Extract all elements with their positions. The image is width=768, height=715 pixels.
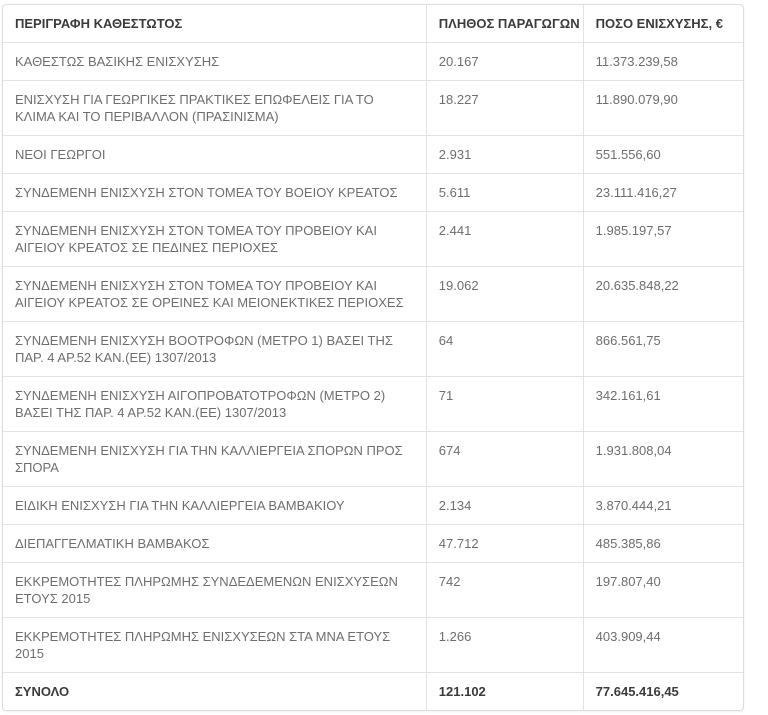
cell-producers-count: 2.134 xyxy=(425,486,584,525)
cell-description: ΣΥΝΔΕΜΕΝΗ ΕΝΙΣΧΥΣΗ ΑΙΓΟΠΡΟΒΑΤΟΤΡΟΦΩΝ (ΜΕ… xyxy=(3,376,427,432)
cell-aid-amount: 866.561,75 xyxy=(582,321,743,377)
cell-producers-count: 1.266 xyxy=(425,617,584,673)
cell-aid-amount: 197.807,40 xyxy=(582,562,743,618)
cell-producers-count: 742 xyxy=(425,562,584,618)
table-row: ΕΚΚΡΕΜΟΤΗΤΕΣ ΠΛΗΡΩΜΗΣ ΕΝΙΣΧΥΣΕΩΝ ΣΤΑ ΜΝΑ… xyxy=(3,617,743,673)
cell-producers-count: 64 xyxy=(425,321,584,377)
table-row: ΣΥΝΔΕΜΕΝΗ ΕΝΙΣΧΥΣΗ ΣΤΟΝ ΤΟΜΕΑ ΤΟΥ ΠΡΟΒΕΙ… xyxy=(3,266,743,322)
column-header-aid-amount: ΠΟΣΟ ΕΝΙΣΧΥΣΗΣ, € xyxy=(582,5,743,43)
table-row: ΣΥΝΔΕΜΕΝΗ ΕΝΙΣΧΥΣΗ ΣΤΟΝ ΤΟΜΕΑ ΤΟΥ ΠΡΟΒΕΙ… xyxy=(3,211,743,267)
cell-producers-count: 2.931 xyxy=(425,135,584,174)
cell-producers-count: 5.611 xyxy=(425,173,584,212)
table-row: ΣΥΝΔΕΜΕΝΗ ΕΝΙΣΧΥΣΗ ΓΙΑ ΤΗΝ ΚΑΛΛΙΕΡΓΕΙΑ Σ… xyxy=(3,431,743,487)
table-row: ΕΙΔΙΚΗ ΕΝΙΣΧΥΣΗ ΓΙΑ ΤΗΝ ΚΑΛΛΙΕΡΓΕΙΑ ΒΑΜΒ… xyxy=(3,486,743,525)
table-row: ΣΥΝΔΕΜΕΝΗ ΕΝΙΣΧΥΣΗ ΒΟΟΤΡΟΦΩΝ (ΜΕΤΡΟ 1) Β… xyxy=(3,321,743,377)
total-aid-amount: 77.645.416,45 xyxy=(582,672,743,710)
aid-schemes-table-panel: ΠΕΡΙΓΡΑΦΗ ΚΑΘΕΣΤΩΤΟΣ ΠΛΗΘΟΣ ΠΑΡΑΓΩΓΩΝ ΠΟ… xyxy=(2,4,744,711)
table-row: ΝΕΟΙ ΓΕΩΡΓΟΙ 2.931 551.556,60 xyxy=(3,135,743,174)
cell-producers-count: 47.712 xyxy=(425,524,584,563)
cell-producers-count: 19.062 xyxy=(425,266,584,322)
cell-description: ΕΚΚΡΕΜΟΤΗΤΕΣ ΠΛΗΡΩΜΗΣ ΣΥΝΔΕΔΕΜΕΝΩΝ ΕΝΙΣΧ… xyxy=(3,562,427,618)
table-row: ΣΥΝΔΕΜΕΝΗ ΕΝΙΣΧΥΣΗ ΑΙΓΟΠΡΟΒΑΤΟΤΡΟΦΩΝ (ΜΕ… xyxy=(3,376,743,432)
column-header-producers-count: ΠΛΗΘΟΣ ΠΑΡΑΓΩΓΩΝ xyxy=(425,5,584,43)
cell-aid-amount: 3.870.444,21 xyxy=(582,486,743,525)
table-row: ΚΑΘΕΣΤΩΣ ΒΑΣΙΚΗΣ ΕΝΙΣΧΥΣΗΣ 20.167 11.373.2… xyxy=(3,42,743,81)
table-row: ΣΥΝΔΕΜΕΝΗ ΕΝΙΣΧΥΣΗ ΣΤΟΝ ΤΟΜΕΑ ΤΟΥ ΒΟΕΙΟΥ… xyxy=(3,173,743,212)
cell-producers-count: 20.167 xyxy=(425,42,584,81)
table-row: ΕΝΙΣΧΥΣΗ ΓΙΑ ΓΕΩΡΓΙΚΕΣ ΠΡΑΚΤΙΚΕΣ ΕΠΩΦΕΛΕ… xyxy=(3,80,743,136)
cell-description: ΝΕΟΙ ΓΕΩΡΓΟΙ xyxy=(3,135,427,174)
cell-aid-amount: 551.556,60 xyxy=(582,135,743,174)
cell-producers-count: 674 xyxy=(425,431,584,487)
cell-producers-count: 18.227 xyxy=(425,80,584,136)
cell-description: ΣΥΝΔΕΜΕΝΗ ΕΝΙΣΧΥΣΗ ΣΤΟΝ ΤΟΜΕΑ ΤΟΥ ΠΡΟΒΕΙ… xyxy=(3,211,427,267)
cell-description: ΚΑΘΕΣΤΩΣ ΒΑΣΙΚΗΣ ΕΝΙΣΧΥΣΗΣ xyxy=(3,42,427,81)
cell-description: ΕΝΙΣΧΥΣΗ ΓΙΑ ΓΕΩΡΓΙΚΕΣ ΠΡΑΚΤΙΚΕΣ ΕΠΩΦΕΛΕ… xyxy=(3,80,427,136)
cell-aid-amount: 11.890.079,90 xyxy=(582,80,743,136)
cell-description: ΣΥΝΔΕΜΕΝΗ ΕΝΙΣΧΥΣΗ ΒΟΟΤΡΟΦΩΝ (ΜΕΤΡΟ 1) Β… xyxy=(3,321,427,377)
total-producers-count: 121.102 xyxy=(425,672,584,710)
total-label: ΣΥΝΟΛΟ xyxy=(3,672,427,710)
cell-aid-amount: 23.111.416,27 xyxy=(582,173,743,212)
cell-aid-amount: 403.909,44 xyxy=(582,617,743,673)
cell-aid-amount: 342.161,61 xyxy=(582,376,743,432)
cell-aid-amount: 1.931.808,04 xyxy=(582,431,743,487)
cell-aid-amount: 11.373.239,58 xyxy=(582,42,743,81)
cell-description: ΕΙΔΙΚΗ ΕΝΙΣΧΥΣΗ ΓΙΑ ΤΗΝ ΚΑΛΛΙΕΡΓΕΙΑ ΒΑΜΒ… xyxy=(3,486,427,525)
cell-producers-count: 2.441 xyxy=(425,211,584,267)
cell-description: ΕΚΚΡΕΜΟΤΗΤΕΣ ΠΛΗΡΩΜΗΣ ΕΝΙΣΧΥΣΕΩΝ ΣΤΑ ΜΝΑ… xyxy=(3,617,427,673)
total-row: ΣΥΝΟΛΟ 121.102 77.645.416,45 xyxy=(3,672,743,710)
column-header-description: ΠΕΡΙΓΡΑΦΗ ΚΑΘΕΣΤΩΤΟΣ xyxy=(15,16,183,31)
cell-aid-amount: 20.635.848,22 xyxy=(582,266,743,322)
cell-aid-amount: 485.385,86 xyxy=(582,524,743,563)
header-row: ΠΕΡΙΓΡΑΦΗ ΚΑΘΕΣΤΩΤΟΣ ΠΛΗΘΟΣ ΠΑΡΑΓΩΓΩΝ ΠΟ… xyxy=(3,5,743,43)
cell-description: ΣΥΝΔΕΜΕΝΗ ΕΝΙΣΧΥΣΗ ΣΤΟΝ ΤΟΜΕΑ ΤΟΥ ΒΟΕΙΟΥ… xyxy=(3,173,427,212)
cell-description: ΔΙΕΠΑΓΓΕΛΜΑΤΙΚΗ ΒΑΜΒΑΚΟΣ xyxy=(3,524,427,563)
cell-aid-amount: 1.985.197,57 xyxy=(582,211,743,267)
cell-producers-count: 71 xyxy=(425,376,584,432)
table-row: ΕΚΚΡΕΜΟΤΗΤΕΣ ΠΛΗΡΩΜΗΣ ΣΥΝΔΕΔΕΜΕΝΩΝ ΕΝΙΣΧ… xyxy=(3,562,743,618)
cell-description: ΣΥΝΔΕΜΕΝΗ ΕΝΙΣΧΥΣΗ ΓΙΑ ΤΗΝ ΚΑΛΛΙΕΡΓΕΙΑ Σ… xyxy=(3,431,427,487)
aid-schemes-table: ΠΕΡΙΓΡΑΦΗ ΚΑΘΕΣΤΩΤΟΣ ΠΛΗΘΟΣ ΠΑΡΑΓΩΓΩΝ ΠΟ… xyxy=(3,5,743,710)
table-row: ΔΙΕΠΑΓΓΕΛΜΑΤΙΚΗ ΒΑΜΒΑΚΟΣ 47.712 485.385,86 xyxy=(3,524,743,563)
cell-description: ΣΥΝΔΕΜΕΝΗ ΕΝΙΣΧΥΣΗ ΣΤΟΝ ΤΟΜΕΑ ΤΟΥ ΠΡΟΒΕΙ… xyxy=(3,266,427,322)
